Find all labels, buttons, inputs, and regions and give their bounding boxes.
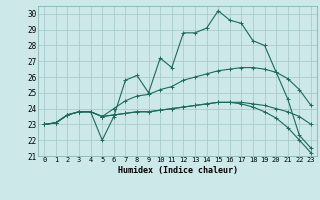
X-axis label: Humidex (Indice chaleur): Humidex (Indice chaleur) xyxy=(118,166,238,175)
